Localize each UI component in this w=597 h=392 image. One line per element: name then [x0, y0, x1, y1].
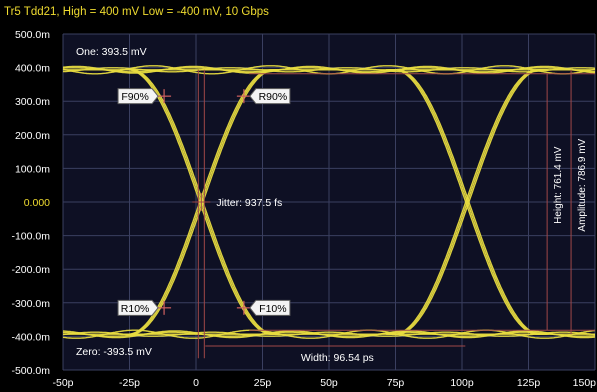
y-tick-label: 400.0m: [15, 63, 50, 75]
y-tick-label: 300.0m: [15, 96, 50, 108]
chart-title: Tr5 Tdd21, High = 400 mV Low = -400 mV, …: [4, 6, 269, 18]
eye-trace-falling-edge: [389, 69, 549, 335]
marker-tag: [117, 299, 159, 316]
y-tick-label: 0.000: [24, 197, 50, 209]
x-tick-label: 25p: [254, 377, 272, 389]
amplitude-readout: Amplitude: 786.9 mV: [577, 138, 588, 231]
y-tick-label: -100.0m: [11, 231, 50, 243]
marker-tag: [249, 299, 291, 316]
x-tick-label: 150p: [573, 377, 597, 389]
x-tick-label: 75p: [387, 377, 405, 389]
y-tick-label: -200.0m: [11, 264, 50, 276]
y-tick-label: 200.0m: [15, 130, 50, 142]
y-tick-label: -500.0m: [11, 365, 50, 377]
x-tick-label: 50p: [320, 377, 338, 389]
jitter-readout: Jitter: 937.5 fs: [216, 197, 282, 209]
eye-trace-zero-level: [62, 331, 596, 337]
x-tick-label: 100p: [450, 377, 474, 389]
eye-trace-zero-level: [62, 330, 596, 339]
marker-tag: [249, 88, 291, 105]
width-readout: Width: 96.54 ps: [301, 352, 374, 364]
y-tick-label: 100.0m: [15, 163, 50, 175]
zero-level-readout: Zero: -393.5 mV: [76, 346, 152, 358]
x-tick-label: 125p: [517, 377, 541, 389]
eye-trace-falling-edge: [385, 69, 546, 335]
y-tick-label: -300.0m: [11, 298, 50, 310]
marker-tag: [117, 88, 159, 105]
marker-label: F10%: [259, 303, 286, 315]
eye-trace-falling-edge: [387, 69, 548, 335]
eye-trace-one-level: [62, 65, 596, 74]
y-tick-label: 500.0m: [15, 29, 50, 41]
marker-label: R10%: [121, 303, 150, 315]
x-tick-label: -50p: [52, 377, 73, 389]
x-tick-label: -25p: [119, 377, 140, 389]
marker-label: R90%: [259, 91, 288, 103]
marker-label: F90%: [121, 91, 148, 103]
height-readout: Height: 761.4 mV: [553, 146, 564, 224]
x-tick-label: 0: [193, 377, 199, 389]
one-level-readout: One: 393.5 mV: [76, 46, 147, 58]
y-tick-label: -400.0m: [11, 331, 50, 343]
